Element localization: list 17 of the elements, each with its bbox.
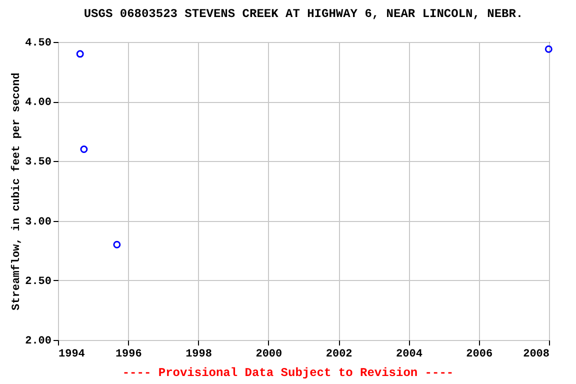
chart-title: USGS 06803523 STEVENS CREEK AT HIGHWAY 6, NEAR LINCOLN, NEBR.: [84, 7, 524, 21]
y-tick-label: 4.50: [25, 38, 52, 50]
x-tick-label: 1994: [58, 348, 86, 360]
y-tick-label: 2.50: [25, 276, 52, 288]
y-tick-label: 4.00: [25, 97, 52, 110]
x-tick-label: 2000: [256, 348, 282, 360]
x-tick-label: 2004: [396, 348, 423, 360]
y-axis-title: Streamflow, in cubic feet per second: [10, 72, 24, 310]
x-tick-label: 1996: [115, 348, 142, 360]
text: ---- Provisional Data Subject to Revision ----: [121, 366, 455, 380]
x-tick-label: 2002: [326, 348, 352, 360]
y-tick-label: 3.00: [25, 216, 52, 228]
y-tick-label: 2.00: [25, 336, 52, 348]
x-tick-label: 1998: [186, 348, 212, 360]
x-tick-label: 2008: [523, 348, 550, 360]
y-tick-label: 3.50: [25, 156, 52, 169]
x-tick-label: 2006: [466, 348, 493, 360]
